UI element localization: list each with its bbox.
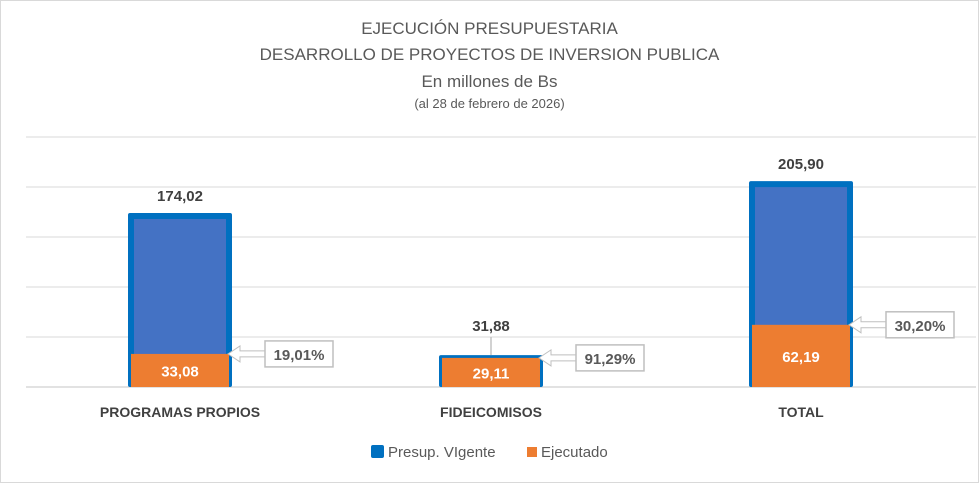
callout-box — [885, 311, 955, 339]
chart-date-note: (al 28 de febrero de 2026) — [414, 96, 565, 111]
data-label-ejecutado: 62,19 — [782, 349, 820, 366]
percent-label: 91,29% — [585, 351, 636, 368]
legend-swatch-presup — [371, 445, 384, 458]
percent-label: 30,20% — [895, 318, 946, 335]
callout-arrow — [848, 315, 887, 334]
callout-box — [575, 344, 645, 372]
category-label: FIDEICOMISOS — [440, 404, 542, 420]
chart-subtitle: DESARROLLO DE PROYECTOS DE INVERSION PUB… — [259, 45, 720, 64]
percent-label: 19,01% — [274, 347, 325, 364]
bar-ejecutado — [752, 324, 850, 387]
chart-units: En millones de Bs — [421, 72, 558, 91]
bar-ejecutado — [442, 357, 540, 387]
data-label-ejecutado: 29,11 — [473, 365, 510, 382]
callout-arrow — [227, 344, 266, 363]
bar-ejecutado — [131, 353, 229, 387]
chart-title: EJECUCIÓN PRESUPUESTARIA — [361, 19, 618, 38]
data-label-presup: 174,02 — [157, 188, 203, 205]
data-label-ejecutado: 33,08 — [161, 363, 199, 380]
legend-label-presup: Presup. VIgente — [388, 444, 496, 461]
legend-swatch-ejecutado — [527, 447, 537, 457]
legend-label-ejecutado: Ejecutado — [541, 444, 608, 461]
data-label-presup: 31,88 — [472, 318, 510, 335]
category-label: TOTAL — [778, 404, 824, 420]
callout-arrow — [538, 348, 577, 367]
data-label-presup: 205,90 — [778, 156, 824, 173]
callout-box — [264, 340, 334, 368]
category-label: PROGRAMAS PROPIOS — [100, 404, 260, 420]
